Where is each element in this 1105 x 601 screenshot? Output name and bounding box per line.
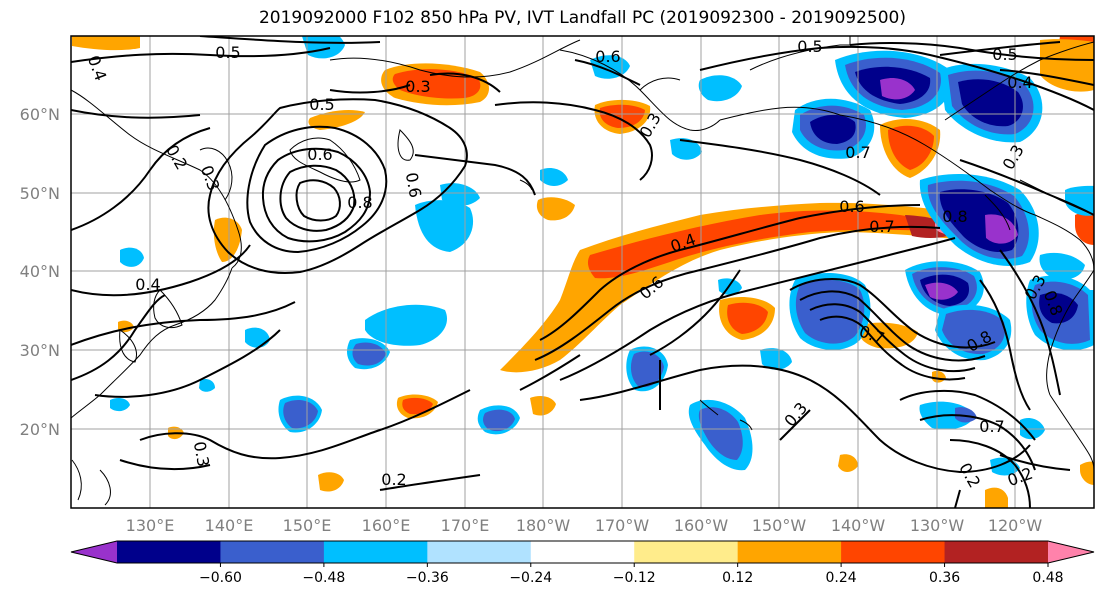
contour-label: 0.6 (595, 47, 620, 66)
contour-label: 0.7 (979, 417, 1004, 436)
lon-label: 170°W (595, 516, 650, 535)
contour-label: 0.6 (839, 197, 864, 216)
colorbar-tick-label: −0.48 (302, 570, 345, 586)
colorbar-tick-label: 0.48 (1032, 570, 1063, 586)
colorbar-segment (117, 541, 221, 563)
lat-label-60n: 60°N (20, 105, 60, 124)
contour-label: 0.6 (402, 171, 425, 199)
latitude-labels: 60°N 50°N 40°N 30°N 20°N (20, 105, 60, 439)
colorbar-segment (841, 541, 946, 563)
contour-label: 0.3 (190, 440, 213, 468)
map-frame (70, 35, 1095, 509)
coastlines (71, 36, 1094, 506)
colorbar-tick-label: −0.36 (406, 570, 449, 586)
colorbar-extend-max (1048, 541, 1094, 563)
lon-label: 140°E (205, 516, 254, 535)
lat-label-40n: 40°N (20, 262, 60, 281)
contour-label: 0.7 (845, 143, 870, 162)
contour-label: 0.5 (215, 43, 240, 62)
contour-label: 0.6 (307, 145, 332, 164)
colorbar-extend-min (71, 541, 117, 563)
colorbar-segment (737, 541, 842, 563)
colorbar-tick-label: 0.24 (826, 570, 857, 586)
lon-label: 150°E (283, 516, 332, 535)
lat-label-50n: 50°N (20, 184, 60, 203)
lon-label: 150°W (752, 516, 807, 535)
contour-label: 0.8 (942, 207, 967, 226)
colorbar-segment (944, 541, 1049, 563)
lon-label: 160°E (362, 516, 411, 535)
figure-title: 2019092000 F102 850 hPa PV, IVT Landfall… (258, 8, 906, 28)
lon-label: 130°E (126, 516, 175, 535)
colorbar-segment (323, 541, 428, 563)
contour-label: 0.8 (347, 193, 372, 212)
lat-label-20n: 20°N (20, 420, 60, 439)
colorbar-segment (530, 541, 635, 563)
contour-label: 0.7 (869, 217, 894, 236)
lon-label: 130°W (910, 516, 965, 535)
contour-label: 0.2 (381, 470, 406, 489)
longitude-labels: 130°E 140°E 150°E 160°E 170°E 180°W 170°… (126, 516, 1043, 535)
contour-label: 0.3 (405, 77, 430, 96)
contour-label: 0.5 (309, 95, 334, 114)
contour-label: 0.5 (797, 37, 822, 56)
colorbar-tick-label: −0.24 (509, 570, 552, 586)
lon-label: 140°W (831, 516, 886, 535)
lon-label: 120°W (988, 516, 1043, 535)
contour-label: 0.4 (135, 275, 160, 294)
lon-label: 170°E (441, 516, 490, 535)
colorbar-tick-label: −0.12 (613, 570, 656, 586)
contour-label: 0.5 (992, 45, 1017, 64)
contour-lines (71, 36, 1094, 508)
lat-label-30n: 30°N (20, 341, 60, 360)
colorbar-tick-label: 0.12 (722, 570, 753, 586)
colorbar-segment (427, 541, 532, 563)
lon-label: 180°W (516, 516, 571, 535)
colorbar: −0.60 −0.48 −0.36 −0.24 −0.12 0.12 0.24 0.36 0.4… (70, 540, 1095, 586)
colorbar-segment (634, 541, 739, 563)
contour-label: 0.4 (1007, 73, 1032, 92)
colorbar-tick-label: −0.60 (199, 570, 242, 586)
lon-label: 160°W (674, 516, 729, 535)
graticule (71, 36, 1094, 508)
colorbar-tick-label: 0.36 (929, 570, 960, 586)
colorbar-segment (220, 541, 325, 563)
positive-anomaly-band (500, 202, 968, 373)
